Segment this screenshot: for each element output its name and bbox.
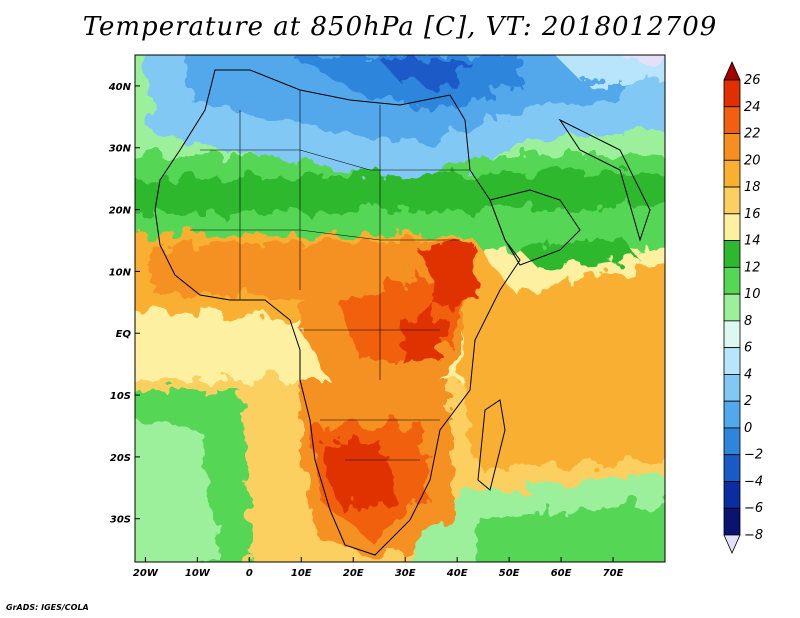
colorbar-swatch [723,347,741,375]
colorbar-swatch [723,293,741,322]
colorbar-label: 22 [744,127,761,142]
lon-tick-label: 60E [551,568,572,579]
colorbar-swatch [723,481,741,509]
colorbar-swatch [723,159,741,188]
colorbar-label: 14 [744,234,761,249]
colorbar-label: 8 [744,314,752,329]
lon-tick-label: 30E [395,568,416,579]
colorbar-label: −2 [744,448,763,463]
colorbar-label: 10 [744,287,761,302]
colorbar-label: 0 [744,421,752,436]
colorbar-swatch [723,213,741,241]
lat-tick-label: 40N [108,82,132,93]
colorbar-swatch [723,374,741,402]
lat-tick-label: 10S [110,391,131,402]
country-borders [190,90,470,461]
lon-tick-label: 40E [446,568,468,579]
lat-tick-label: 20N [109,206,132,217]
colorbar-swatch [723,133,741,161]
lat-tick-label: 30S [110,515,131,526]
lat-tick-label: 10N [109,267,132,278]
colorbar-label: 18 [744,180,761,195]
colorbar-label: −4 [744,474,763,489]
lon-tick-label: 70E [603,568,624,579]
colorbar-label: 12 [744,260,761,275]
colorbar-label: 6 [744,341,752,356]
colorbar-cap-top [723,61,741,81]
colorbar-label: 16 [744,207,761,222]
colorbar-swatch [723,266,741,295]
colorbar-label: −8 [744,528,763,543]
lat-tick-label: 30N [109,144,132,155]
lon-tick-label: 50E [499,568,520,579]
colorbar-swatch [723,186,741,215]
colorbar-label: 20 [744,153,761,168]
map-title: Temperature at 850hPa [C], VT: 201801270… [82,12,718,42]
colorbar-cap-bottom [723,534,741,554]
colorbar-swatch [723,240,741,268]
colorbar-label: 2 [744,394,752,409]
lat-tick-label: 20S [110,453,131,464]
lon-tick-label: 10E [291,568,312,579]
colorbar-label: −6 [744,501,763,516]
colorbar-swatch [723,79,741,108]
credit-text: GrADS: IGES/COLA [6,603,89,612]
latitude-axis: 40N 30N 20N 10N EQ 10S 20S 30S [108,82,140,526]
colorbar-label: 4 [744,367,752,382]
colorbar-swatch [723,106,741,134]
lon-tick-label: 0 [246,568,253,579]
lon-tick-label: 20W [133,568,159,579]
longitude-axis: 20W 10W 0 10E 20E 30E 40E 50E 60E 70E [133,557,624,579]
colorbar-swatch [723,427,741,456]
colorbar-label: 26 [744,73,761,88]
colorbar-swatch [723,454,741,482]
lon-tick-label: 10W [185,568,211,579]
colorbar-swatch [723,400,741,429]
lat-tick-label: EQ [116,329,132,340]
temperature-field [135,55,665,562]
lon-tick-label: 20E [343,568,364,579]
colorbar-swatch [723,507,741,536]
coastlines [154,69,651,556]
colorbar-label: 24 [744,100,761,115]
colorbar-swatch [723,320,741,349]
